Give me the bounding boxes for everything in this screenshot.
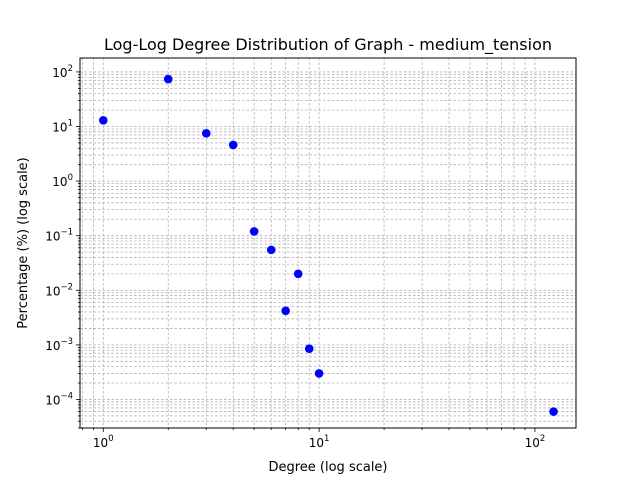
y-tick-label: 101 bbox=[52, 119, 73, 135]
scatter-point bbox=[163, 74, 173, 84]
chart-title: Log-Log Degree Distribution of Graph - m… bbox=[104, 35, 552, 55]
y-axis-label: Percentage (%) (log scale) bbox=[16, 157, 31, 328]
x-axis-label: Degree (log scale) bbox=[268, 460, 387, 475]
y-tick-label: 102 bbox=[52, 64, 73, 80]
scatter-point bbox=[266, 245, 276, 255]
scatter-point bbox=[201, 129, 211, 138]
plot-frame bbox=[79, 57, 577, 429]
scatter-point bbox=[249, 227, 259, 236]
y-tick-label: 10−1 bbox=[45, 228, 73, 244]
grid-lines bbox=[80, 58, 576, 429]
scatter-points bbox=[98, 74, 558, 416]
scatter-point bbox=[304, 344, 314, 354]
y-axis-ticks: 10−4 10−3 10−2 10−1 100 101 102 bbox=[45, 64, 80, 429]
x-tick-label: 100 bbox=[93, 434, 114, 450]
scatter-point bbox=[549, 407, 558, 416]
scatter-point bbox=[314, 369, 324, 378]
scatter-point bbox=[293, 269, 303, 279]
x-axis-ticks: 100 101 102 bbox=[81, 428, 546, 450]
y-tick-label: 10−3 bbox=[45, 337, 73, 353]
y-tick-label: 100 bbox=[52, 173, 73, 189]
x-tick-label: 102 bbox=[525, 434, 546, 450]
y-tick-label: 10−2 bbox=[45, 282, 73, 298]
scatter-point bbox=[98, 116, 108, 125]
y-tick-label: 10−4 bbox=[45, 391, 73, 407]
scatter-point bbox=[281, 306, 290, 316]
x-tick-label: 101 bbox=[309, 434, 330, 450]
scatter-point bbox=[228, 140, 238, 150]
